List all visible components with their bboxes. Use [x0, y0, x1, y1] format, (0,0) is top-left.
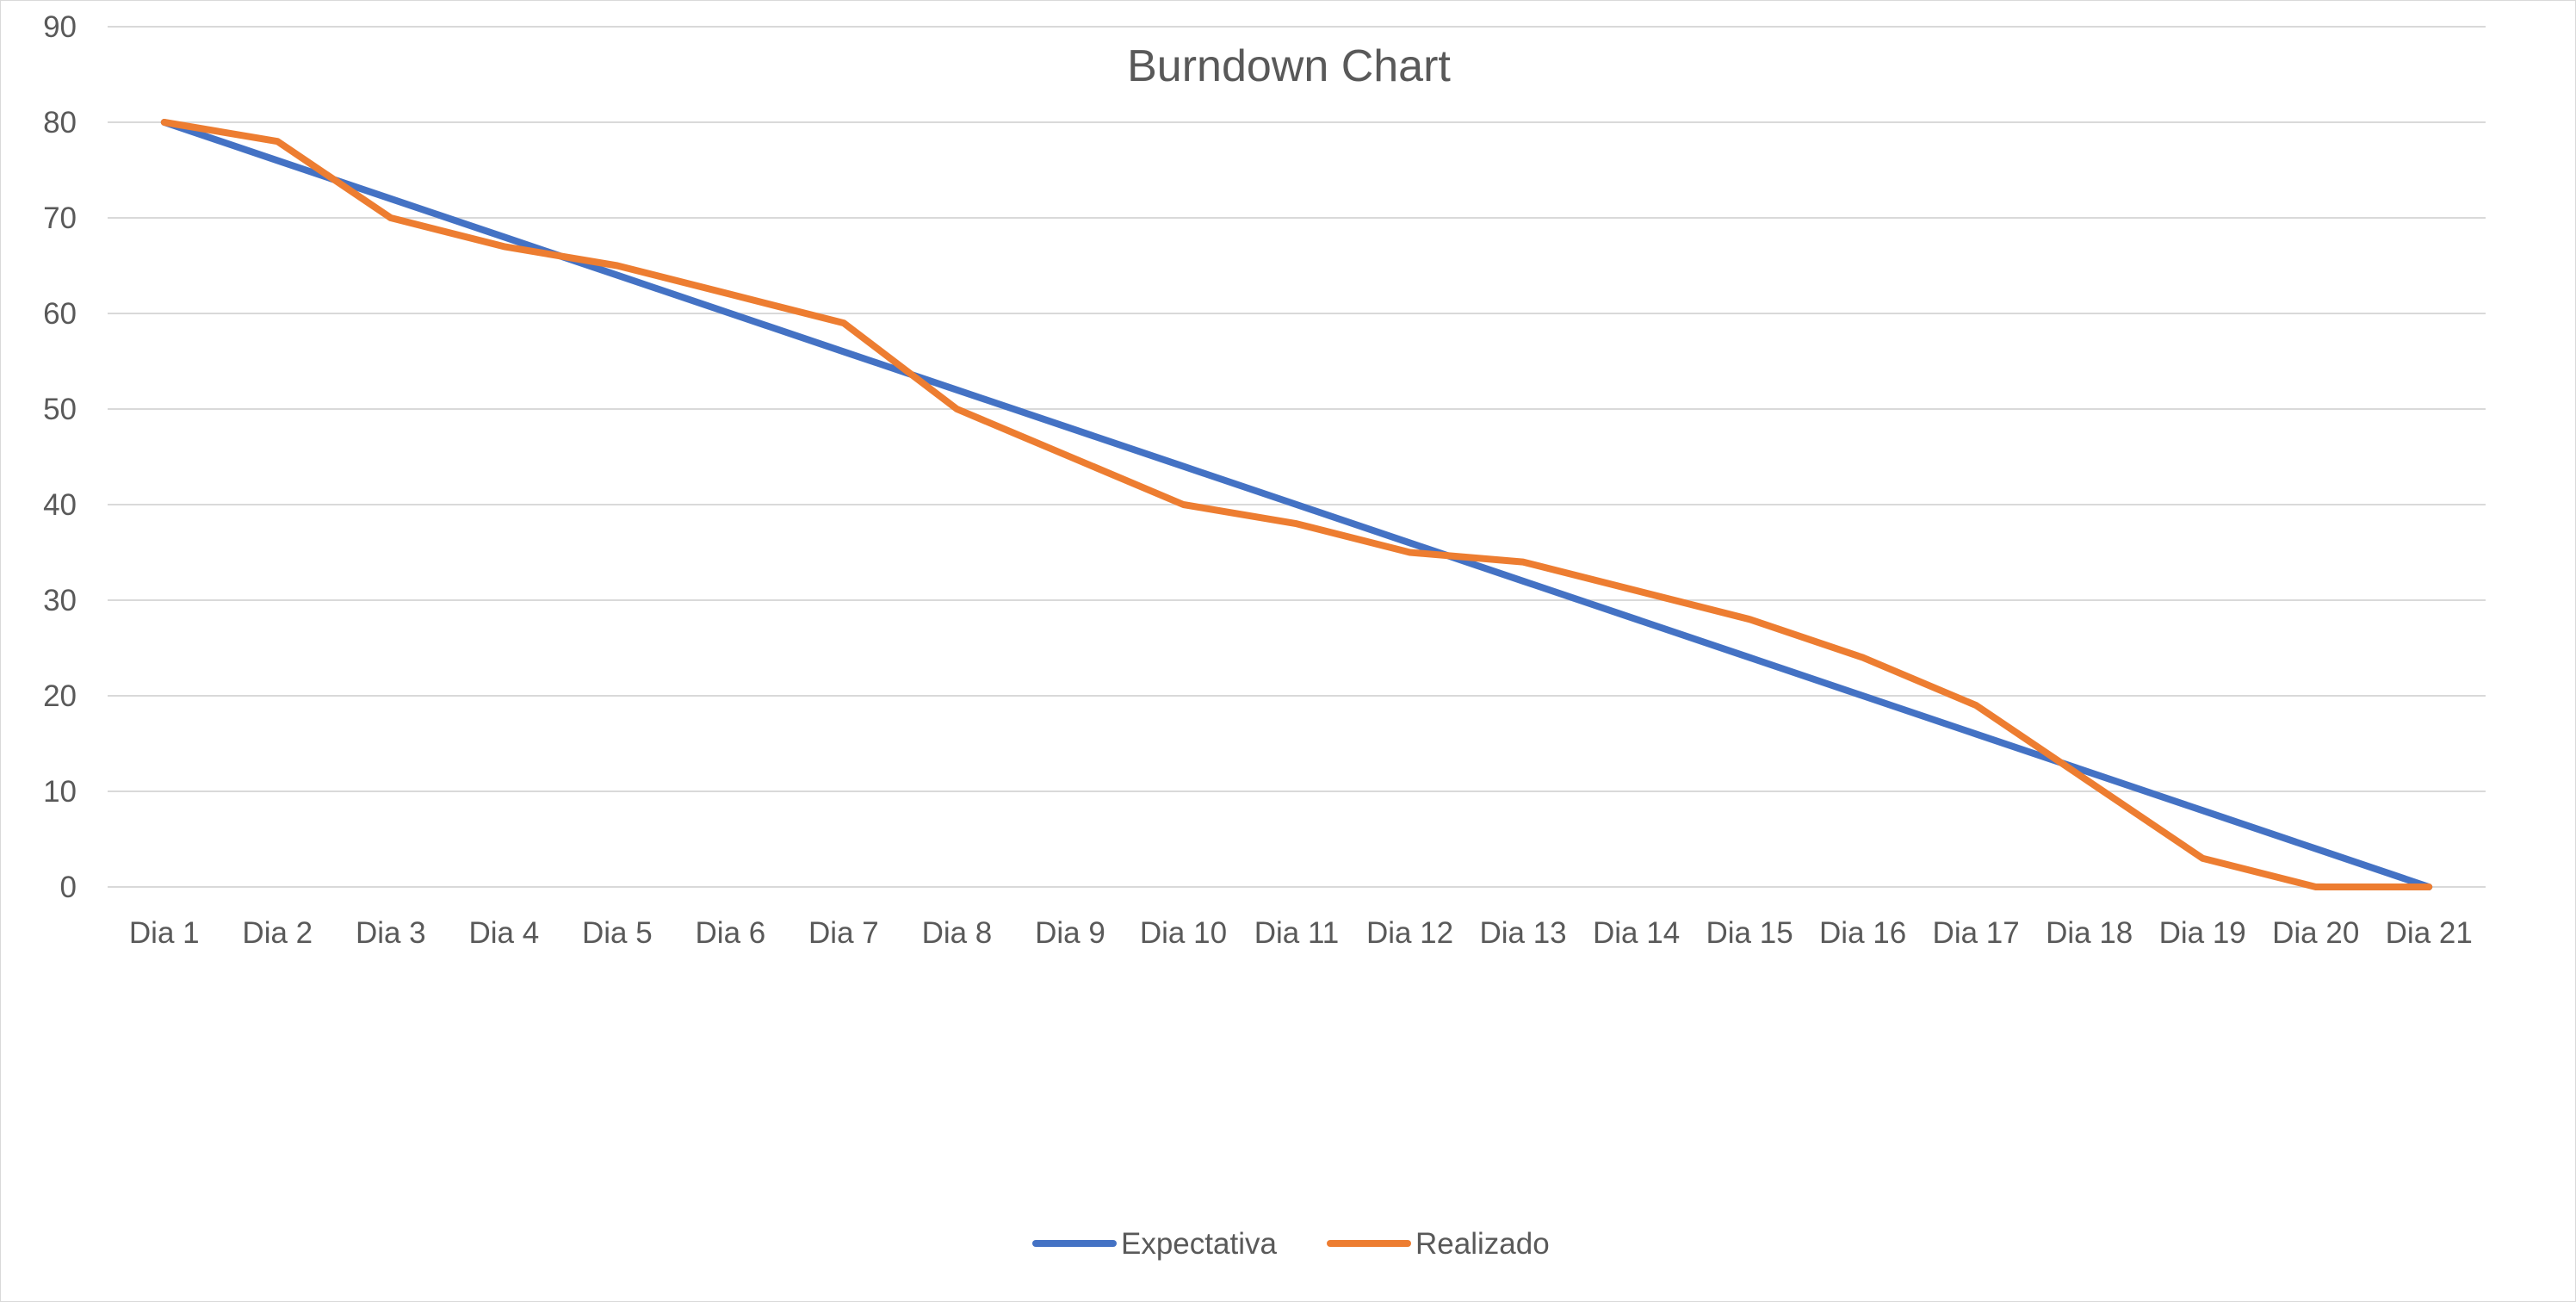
y-tick-label: 0 — [60, 871, 77, 904]
x-tick-label: Dia 17 — [1933, 916, 2020, 950]
series-line-realizado — [160, 119, 2433, 890]
y-tick-label: 10 — [43, 775, 77, 809]
y-tick-label: 40 — [43, 488, 77, 522]
x-tick-label: Dia 10 — [1140, 916, 1227, 950]
x-tick-label: Dia 13 — [1479, 916, 1566, 950]
x-tick-label: Dia 11 — [1254, 916, 1340, 950]
x-tick-label: Dia 16 — [1819, 916, 1906, 950]
y-tick-label: 90 — [43, 10, 77, 44]
x-tick-label: Dia 21 — [2386, 916, 2473, 950]
chart-title: Burndown Chart — [1127, 41, 1451, 91]
y-tick-label: 80 — [43, 106, 77, 140]
x-tick-label: Dia 8 — [922, 916, 993, 950]
x-tick-label: Dia 20 — [2272, 916, 2359, 950]
x-tick-label: Dia 7 — [808, 916, 879, 950]
x-tick-label: Dia 18 — [2046, 916, 2133, 950]
legend: Expectativa Realizado — [1032, 1227, 1550, 1261]
x-tick-label: Dia 1 — [129, 916, 200, 950]
y-tick-label: 50 — [43, 393, 77, 426]
legend-label-realizado: Realizado — [1415, 1227, 1550, 1261]
x-tick-label: Dia 12 — [1366, 916, 1453, 950]
x-tick-label: Dia 9 — [1035, 916, 1105, 950]
x-tick-label: Dia 19 — [2159, 916, 2246, 950]
x-axis-tick-labels: Dia 1 Dia 2 Dia 3 Dia 4 Dia 5 Dia 6 Dia 7 Dia 8… — [129, 916, 2473, 950]
series-lines — [160, 119, 2433, 890]
gridlines — [108, 26, 2486, 888]
y-tick-label: 20 — [43, 679, 77, 713]
x-tick-label: Dia 15 — [1706, 916, 1793, 950]
legend-label-expectativa: Expectativa — [1121, 1227, 1277, 1261]
y-tick-label: 30 — [43, 584, 77, 617]
y-tick-label: 60 — [43, 297, 77, 331]
x-tick-label: Dia 2 — [242, 916, 313, 950]
x-tick-label: Dia 3 — [356, 916, 426, 950]
x-tick-label: Dia 5 — [582, 916, 653, 950]
x-tick-label: Dia 4 — [468, 916, 539, 950]
x-tick-label: Dia 14 — [1593, 916, 1680, 950]
y-tick-label: 70 — [43, 202, 77, 235]
y-axis-tick-labels: 0 10 20 30 40 50 60 70 80 90 — [43, 10, 77, 904]
x-tick-label: Dia 6 — [696, 916, 766, 950]
